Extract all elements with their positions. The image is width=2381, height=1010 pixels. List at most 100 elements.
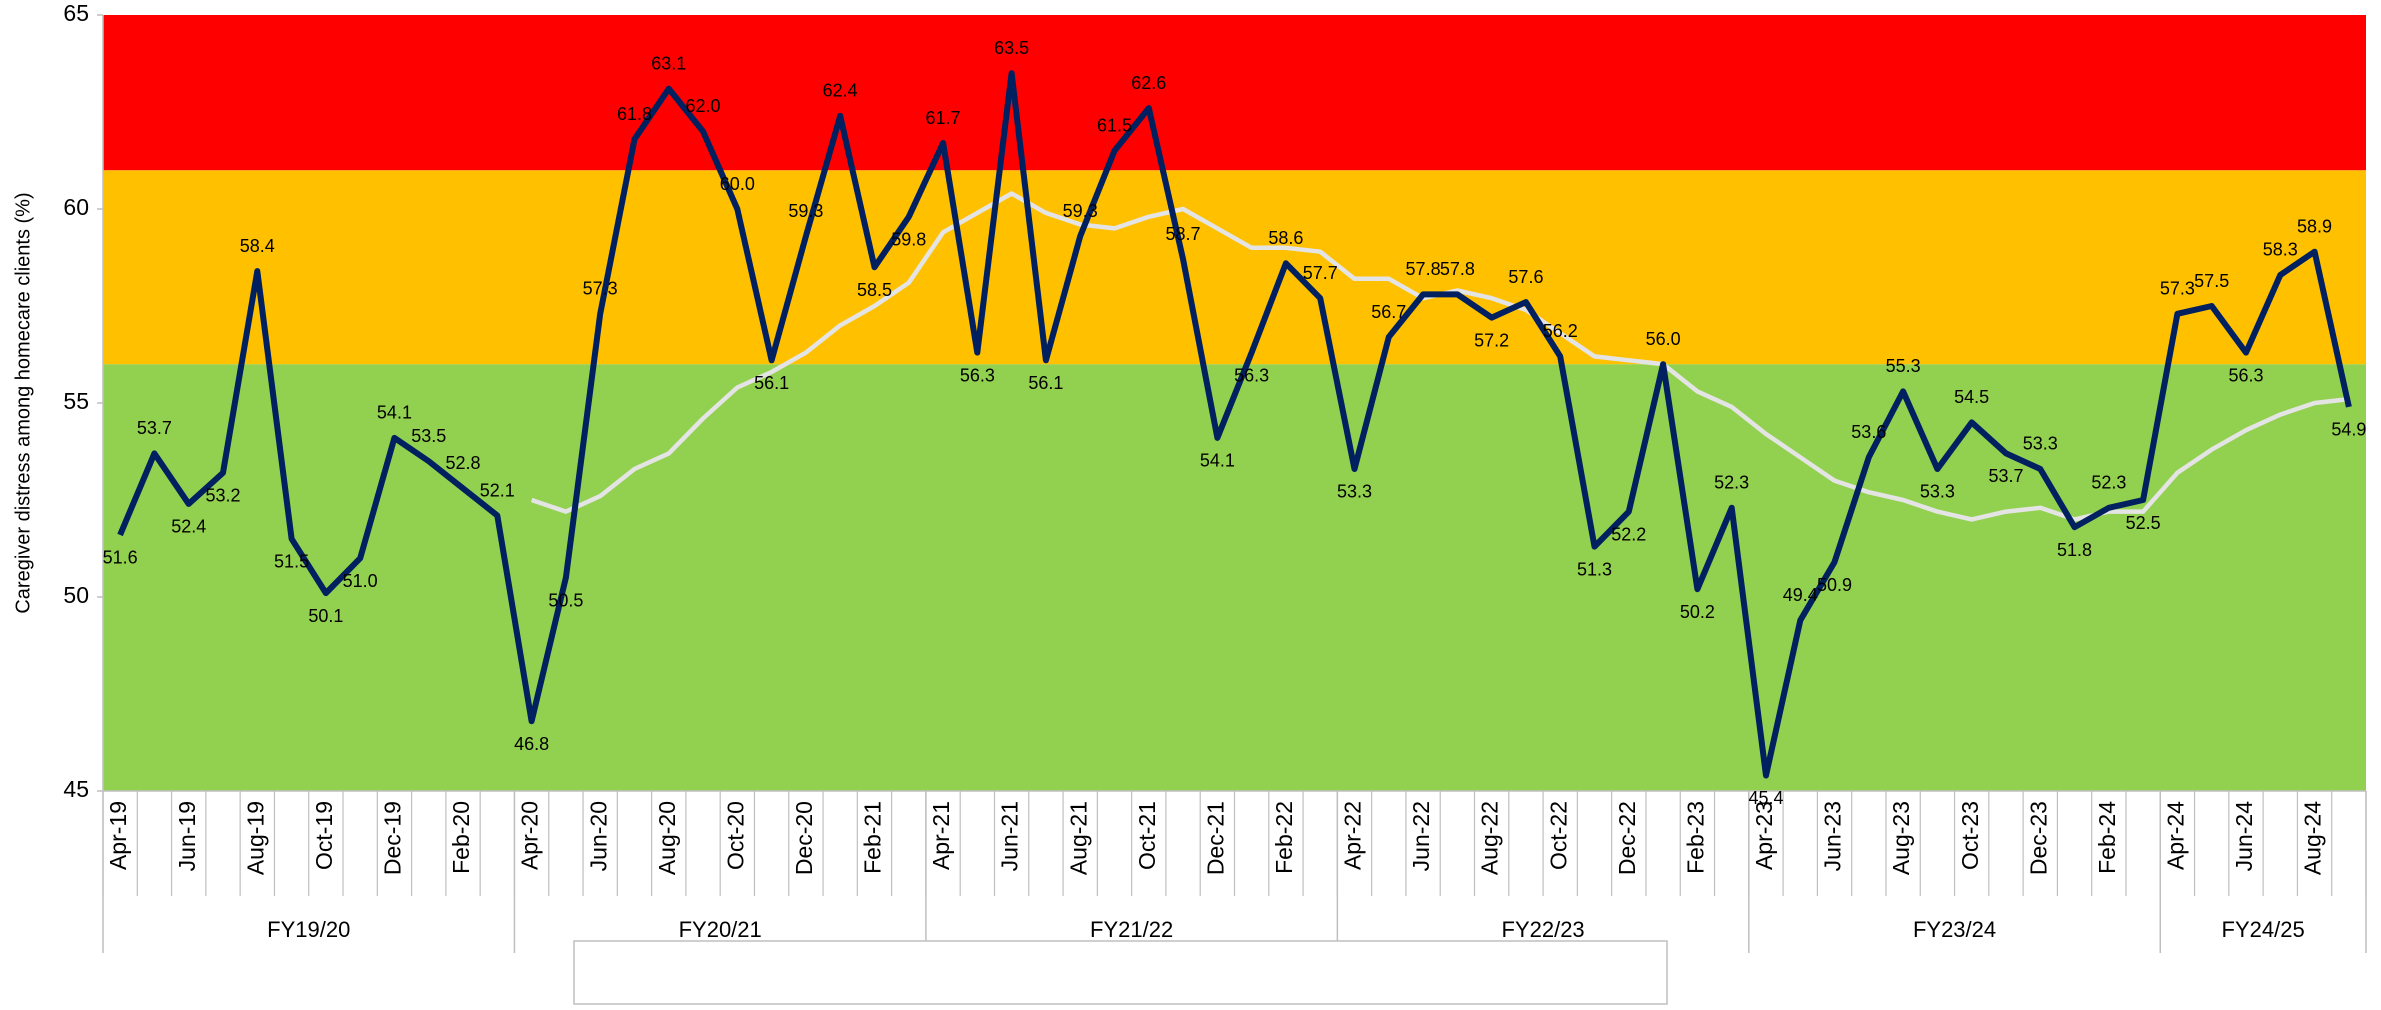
data-label: 53.3 — [1920, 482, 1955, 502]
band — [103, 15, 2366, 171]
x-tick-label: Dec-20 — [791, 801, 817, 875]
y-tick-label: 55 — [63, 388, 89, 414]
data-label: 57.2 — [1474, 330, 1509, 350]
x-tick-label: Oct-20 — [722, 801, 748, 870]
data-label: 57.3 — [583, 279, 618, 299]
data-label: 55.3 — [1886, 356, 1921, 376]
x-tick-label: Apr-24 — [2162, 801, 2188, 870]
x-tick-label: Feb-20 — [448, 801, 474, 874]
y-tick-label: 45 — [63, 776, 89, 802]
data-label: 50.9 — [1817, 575, 1852, 595]
x-tick-label: Jun-23 — [1820, 801, 1846, 871]
data-label: 62.6 — [1131, 73, 1166, 93]
data-label: 53.2 — [205, 486, 240, 506]
data-label: 59.8 — [891, 230, 926, 250]
x-tick-label: Jun-22 — [1408, 801, 1434, 871]
data-label: 52.1 — [480, 480, 515, 500]
data-label: 52.3 — [1714, 473, 1749, 493]
data-label: 51.5 — [274, 552, 309, 572]
data-label: 57.3 — [2160, 279, 2195, 299]
data-label: 53.5 — [411, 426, 446, 446]
data-label: 52.5 — [2126, 513, 2161, 533]
group-label: FY22/23 — [1502, 917, 1585, 942]
y-tick-label: 60 — [63, 194, 89, 220]
x-tick-label: Aug-20 — [654, 801, 680, 875]
data-label: 60.0 — [720, 174, 755, 194]
data-label: 50.5 — [548, 590, 583, 610]
data-label: 46.8 — [514, 734, 549, 754]
x-tick-label: Feb-24 — [2094, 801, 2120, 874]
data-label: 53.3 — [1337, 482, 1372, 502]
data-label: 51.0 — [343, 571, 378, 591]
x-tick-label: Dec-23 — [2025, 801, 2051, 875]
x-tick-label: Apr-21 — [928, 801, 954, 870]
data-label: 59.3 — [1063, 201, 1098, 221]
data-label: 53.7 — [1988, 466, 2023, 486]
data-label: 63.5 — [994, 38, 1029, 58]
data-label: 56.3 — [2228, 365, 2263, 385]
group-label: FY23/24 — [1913, 917, 1996, 942]
x-tick-label: Aug-24 — [2300, 801, 2326, 875]
data-label: 51.6 — [103, 548, 138, 568]
data-label: 53.3 — [2023, 434, 2058, 454]
data-label: 61.8 — [617, 104, 652, 124]
data-label: 51.3 — [1577, 559, 1612, 579]
group-label: FY20/21 — [679, 917, 762, 942]
y-axis-title: Caregiver distress among homecare client… — [12, 192, 34, 613]
x-tick-label: Dec-21 — [1202, 801, 1228, 875]
x-tick-label: Aug-23 — [1888, 801, 1914, 875]
data-label: 57.5 — [2194, 271, 2229, 291]
x-tick-label: Apr-22 — [1340, 801, 1366, 870]
x-tick-label: Aug-22 — [1477, 801, 1503, 875]
data-label: 57.7 — [1303, 263, 1338, 283]
y-tick-label: 50 — [63, 582, 89, 608]
data-label: 56.3 — [960, 365, 995, 385]
data-label: 56.7 — [1371, 302, 1406, 322]
data-label: 58.9 — [2297, 216, 2332, 236]
group-label: FY21/22 — [1090, 917, 1173, 942]
data-label: 52.3 — [2091, 473, 2126, 493]
data-label: 56.3 — [1234, 365, 1269, 385]
data-label: 57.6 — [1508, 267, 1543, 287]
data-label: 45.4 — [1748, 788, 1783, 808]
data-label: 54.1 — [377, 403, 412, 423]
x-tick-label: Apr-19 — [105, 801, 131, 870]
series-line — [117, 70, 2352, 779]
data-label: 54.5 — [1954, 387, 1989, 407]
data-label: 52.4 — [171, 517, 206, 537]
data-label: 52.2 — [1611, 524, 1646, 544]
data-label: 59.3 — [788, 201, 823, 221]
data-label: 51.8 — [2057, 540, 2092, 560]
data-label: 57.8 — [1440, 259, 1475, 279]
x-tick-label: Jun-24 — [2231, 801, 2257, 872]
x-tick-label: Jun-20 — [585, 801, 611, 871]
x-tick-label: Feb-21 — [860, 801, 886, 874]
data-label: 54.9 — [2331, 420, 2366, 440]
data-label: 56.2 — [1543, 321, 1578, 341]
x-tick-label: Oct-21 — [1134, 801, 1160, 870]
data-label: 58.5 — [857, 280, 892, 300]
data-label: 62.0 — [686, 96, 721, 116]
x-tick-label: Aug-19 — [242, 801, 268, 875]
legend-box — [573, 940, 1668, 1005]
band — [103, 170, 2366, 365]
x-tick-label: Jun-21 — [997, 801, 1023, 871]
data-label: 54.1 — [1200, 451, 1235, 471]
data-label: 58.7 — [1166, 224, 1201, 244]
x-tick-label: Apr-23 — [1751, 801, 1777, 870]
data-label: 52.8 — [445, 453, 480, 473]
data-label: 50.2 — [1680, 602, 1715, 622]
x-tick-label: Jun-19 — [174, 801, 200, 871]
data-label: 56.1 — [1028, 373, 1063, 393]
x-tick-label: Aug-21 — [1065, 801, 1091, 875]
x-tick-label: Oct-23 — [1957, 801, 1983, 870]
data-label: 62.4 — [823, 81, 858, 101]
data-label: 57.8 — [1406, 259, 1441, 279]
data-label: 56.0 — [1646, 329, 1681, 349]
data-label: 58.6 — [1268, 228, 1303, 248]
data-label: 63.1 — [651, 53, 686, 73]
x-tick-label: Dec-22 — [1614, 801, 1640, 875]
group-label: FY19/20 — [267, 917, 350, 942]
data-label: 61.5 — [1097, 116, 1132, 136]
